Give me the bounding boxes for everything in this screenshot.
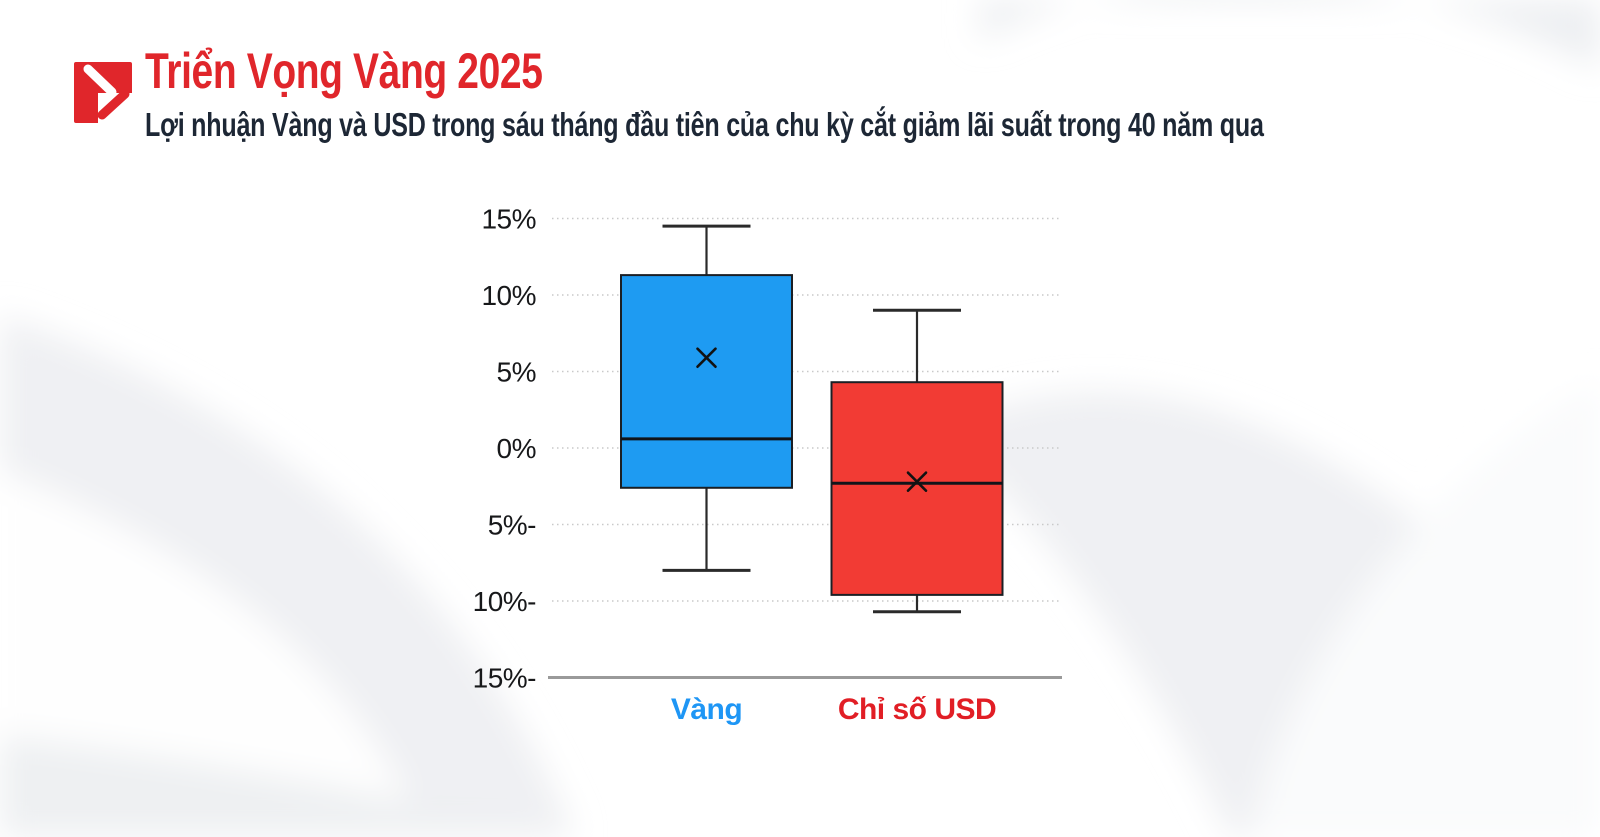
y-tick-label: 15% — [481, 204, 536, 235]
y-tick-label: 10%- — [473, 586, 537, 617]
y-tick-label: 15%- — [473, 663, 537, 694]
page-subtitle: Lợi nhuận Vàng và USD trong sáu tháng đầ… — [145, 106, 1264, 143]
y-tick-label: 5% — [497, 357, 536, 388]
y-tick-label: 10% — [481, 280, 536, 311]
category-label: Vàng — [671, 693, 742, 726]
category-label: Chỉ số USD — [838, 693, 996, 726]
mean-marker-icon — [906, 471, 928, 492]
y-tick-label: 5%- — [488, 510, 536, 541]
y-tick-label: 0% — [497, 433, 536, 464]
mean-marker-icon — [696, 347, 717, 369]
box-gold — [620, 274, 793, 489]
box-usd — [830, 381, 1004, 596]
brand-logo-icon — [74, 62, 132, 123]
page-title: Triển Vọng Vàng 2025 — [145, 43, 543, 99]
